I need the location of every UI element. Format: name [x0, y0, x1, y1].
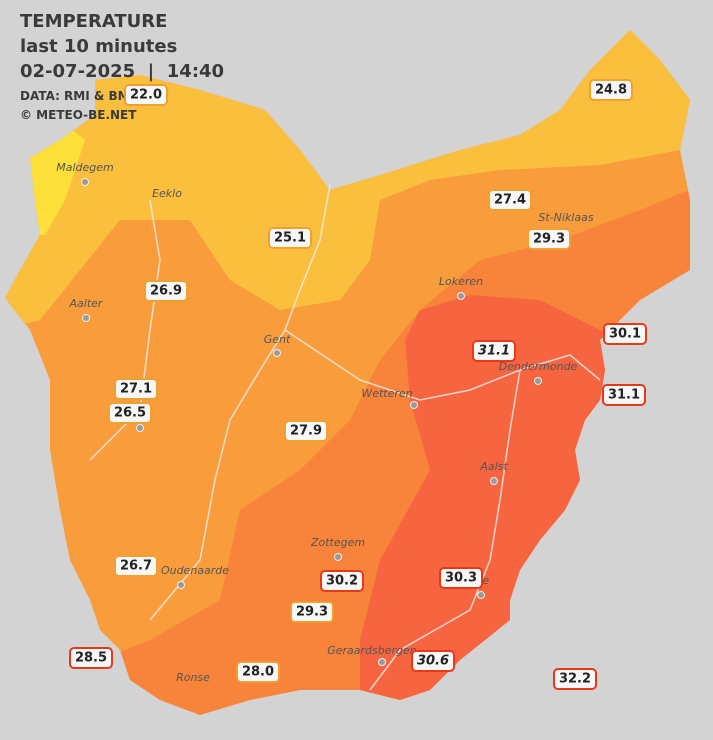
station-label: 28.5	[75, 651, 107, 666]
station-label: 29.3	[533, 232, 565, 247]
city-dot	[82, 314, 90, 322]
station-label: 31.1	[478, 344, 510, 359]
city-name: Oudenaarde	[161, 564, 229, 577]
station-label: 26.7	[120, 559, 152, 574]
subtitle: last 10 minutes	[20, 36, 177, 57]
station-label: 27.1	[120, 382, 152, 397]
city-name: Aalst	[479, 460, 508, 473]
copyright: © METEO-BE.NET	[20, 108, 137, 122]
station-label: 30.3	[445, 571, 477, 586]
city-dot	[81, 178, 89, 186]
station-label: 30.2	[326, 574, 358, 589]
station-box	[589, 79, 633, 101]
datetime: 02-07-2025 | 14:40	[20, 61, 224, 82]
city-dot	[457, 292, 465, 300]
city-name: Gent	[264, 333, 291, 346]
station-label: 22.0	[130, 88, 162, 103]
station-box	[290, 601, 334, 623]
station-label: 24.8	[595, 83, 627, 98]
city-name: Eeklo	[152, 187, 182, 200]
rivers	[89, 184, 601, 691]
station-box	[527, 228, 571, 250]
station-box	[472, 340, 516, 362]
header: TEMPERATURE last 10 minutes 02-07-2025 |…	[20, 11, 224, 122]
city-dot	[273, 349, 281, 357]
station-box	[603, 323, 647, 345]
station-box	[144, 280, 188, 302]
station-box	[411, 650, 455, 672]
city-name: Aalter	[69, 297, 104, 310]
station-label: 26.5	[114, 406, 146, 421]
city-dot	[334, 553, 342, 561]
city-dot	[534, 377, 542, 385]
station-box	[488, 189, 532, 211]
station-label: 31.1	[608, 388, 640, 403]
stations: 22.0 24.8 27.4 29.3 25.1 26.9 30.1 31.1 31.1 27.1…	[69, 79, 647, 690]
station-box	[602, 384, 646, 406]
city-name: Zottegem	[310, 536, 365, 549]
station-label: 25.1	[274, 231, 306, 246]
station-box	[114, 555, 158, 577]
station-box	[268, 227, 312, 249]
city-name: Geraardsbergen	[327, 644, 417, 657]
city-name: Ronse	[176, 671, 210, 684]
station-box	[284, 420, 328, 442]
city-dot	[136, 424, 144, 432]
station-box	[553, 668, 597, 690]
station-label: 32.2	[559, 672, 591, 687]
city-name: Lokeren	[439, 275, 483, 288]
city-dot	[378, 658, 386, 666]
station-box	[114, 378, 158, 400]
station-label: 28.0	[242, 665, 274, 680]
source: DATA: RMI & BMCB	[20, 89, 148, 103]
title: TEMPERATURE	[20, 11, 167, 32]
city-name: St-Niklaas	[538, 211, 593, 224]
station-label: 30.6	[417, 654, 449, 669]
city-name: Dendermonde	[499, 360, 578, 373]
station-box	[69, 647, 113, 669]
station-label: 30.1	[609, 327, 641, 342]
station-label: 26.9	[150, 284, 182, 299]
station-label: 29.3	[296, 605, 328, 620]
station-label: 27.9	[290, 424, 322, 439]
city-dot	[490, 477, 498, 485]
city-name: Maldegem	[56, 161, 114, 174]
station-box	[236, 661, 280, 683]
station-box	[124, 84, 168, 106]
city-name: Wetteren	[361, 387, 412, 400]
station-box	[108, 402, 152, 424]
city-dot	[410, 401, 418, 409]
city-dot	[477, 591, 485, 599]
station-label: 27.4	[494, 193, 526, 208]
station-box	[320, 570, 364, 592]
station-box	[439, 567, 483, 589]
city-dot	[177, 581, 185, 589]
